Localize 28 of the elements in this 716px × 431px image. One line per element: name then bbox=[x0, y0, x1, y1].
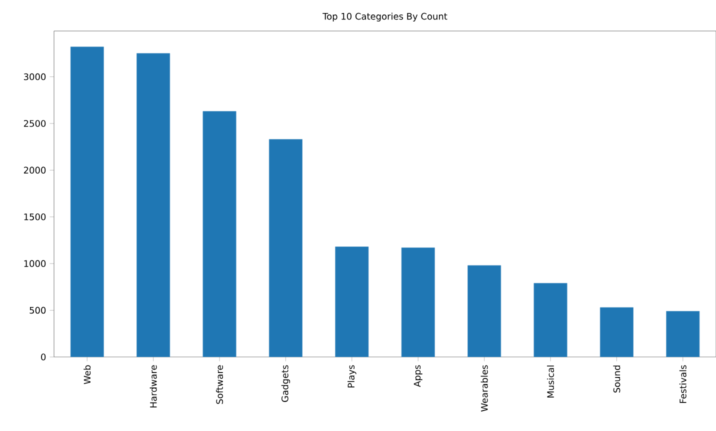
bar bbox=[202, 111, 236, 357]
y-tick-label: 2000 bbox=[24, 166, 46, 174]
x-tick-label: Wearables bbox=[480, 365, 488, 412]
x-tick-label: Hardware bbox=[150, 365, 157, 408]
x-tick-label: Gadgets bbox=[281, 365, 290, 402]
chart-title: Top 10 Categories By Count bbox=[322, 12, 448, 22]
bar bbox=[534, 282, 568, 357]
y-tick-label: 0 bbox=[41, 354, 46, 360]
x-tick-label: Musical bbox=[547, 366, 554, 398]
y-tick-label: 1000 bbox=[24, 260, 46, 267]
bar bbox=[268, 139, 302, 357]
x-tick-label: Apps bbox=[414, 365, 422, 387]
bar bbox=[468, 265, 502, 357]
x-tick-label: Plays bbox=[348, 365, 356, 388]
x-tick-label: Web bbox=[84, 365, 91, 384]
bar bbox=[136, 53, 170, 357]
bar bbox=[666, 311, 700, 357]
x-tick-label: Sound bbox=[613, 366, 620, 393]
y-tick-label: 3000 bbox=[24, 73, 46, 80]
y-tick-label: 2500 bbox=[24, 120, 46, 127]
bar bbox=[70, 46, 104, 357]
bar bbox=[600, 307, 634, 357]
x-tick-label: Software bbox=[216, 365, 223, 404]
x-tick-label: Festivals bbox=[679, 365, 686, 403]
bar bbox=[335, 246, 369, 357]
y-tick-label: 500 bbox=[30, 306, 46, 314]
y-tick-label: 1500 bbox=[24, 213, 46, 220]
bar bbox=[401, 248, 435, 357]
